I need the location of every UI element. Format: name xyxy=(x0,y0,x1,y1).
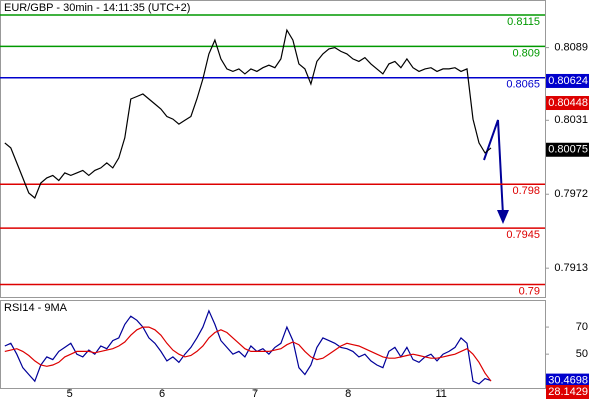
level-label: 0.798 xyxy=(512,185,540,197)
value-marker-label: 28.1429 xyxy=(548,386,588,398)
y-tick-label: 0.7972 xyxy=(554,188,588,200)
value-marker-box xyxy=(546,96,589,111)
value-marker-box xyxy=(546,73,589,88)
level-label: 0.809 xyxy=(512,47,540,59)
arrow-path xyxy=(483,119,504,216)
y-tick-label: 70 xyxy=(576,321,588,333)
value-marker-label: 30.4698 xyxy=(548,375,588,387)
forecast-arrow xyxy=(483,119,509,224)
level-label: 0.79 xyxy=(519,285,540,297)
value-marker-box xyxy=(546,373,589,388)
y-tick-label: 50 xyxy=(576,348,588,360)
x-tick-label: 11 xyxy=(435,388,446,400)
x-tick-label: 7 xyxy=(252,388,258,400)
level-label: 0.7945 xyxy=(506,229,540,241)
value-marker-label: 0.80624 xyxy=(548,75,588,87)
series-line xyxy=(4,326,492,382)
chart-title: EUR/GBP - 30min - 14:11:35 (UTC+2) xyxy=(4,2,190,14)
y-tick-label: 0.8031 xyxy=(554,114,588,126)
series-line xyxy=(4,309,492,385)
level-label: 0.8065 xyxy=(506,79,540,91)
x-tick-label: 8 xyxy=(345,388,351,400)
x-tick-label: 6 xyxy=(159,388,165,400)
level-label: 0.8115 xyxy=(507,16,540,28)
series-line xyxy=(4,28,492,199)
arrow-head xyxy=(497,210,509,224)
y-tick-label: 0.7913 xyxy=(554,262,588,274)
value-marker-box xyxy=(546,385,589,399)
rsi-panel-frame xyxy=(0,300,546,389)
y-tick-label: 0.8089 xyxy=(554,42,588,54)
price-panel-frame xyxy=(0,0,546,298)
rsi-title: RSI14 - 9MA xyxy=(4,302,68,314)
value-marker-label: 0.80448 xyxy=(548,97,588,109)
x-tick-label: 5 xyxy=(67,388,73,400)
value-marker-box xyxy=(546,142,589,157)
value-marker-label: 0.80075 xyxy=(548,144,588,156)
